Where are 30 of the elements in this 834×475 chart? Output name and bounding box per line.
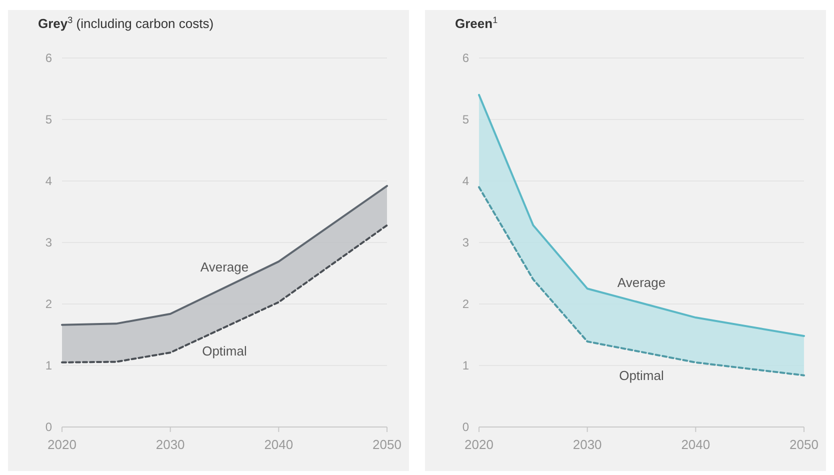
y-tick-label: 1 <box>462 358 470 373</box>
y-tick-label: 2 <box>462 297 470 312</box>
x-tick-label: 2030 <box>156 437 185 452</box>
x-tick-label: 2050 <box>790 437 818 452</box>
y-tick-label: 0 <box>45 420 52 434</box>
series-label: Average <box>200 260 249 275</box>
x-tick-label: 2020 <box>464 437 494 452</box>
x-tick-label: 2040 <box>681 437 710 452</box>
chart-title: Green$^{1}$ <box>455 15 498 31</box>
series-label: Average <box>617 275 666 290</box>
line-series <box>61 184 388 326</box>
x-tick-label: 2030 <box>572 437 602 452</box>
y-tick-label: 5 <box>462 112 470 127</box>
y-tick-label: 6 <box>45 51 52 66</box>
series-label: Optimal <box>619 368 664 383</box>
y-tick-label: 3 <box>45 236 52 250</box>
y-tick-label: 0 <box>462 420 470 434</box>
y-tick-label: 4 <box>462 174 470 188</box>
y-tick-label: 5 <box>45 112 52 127</box>
x-tick-label: 2050 <box>372 437 402 452</box>
y-tick-label: 3 <box>462 236 470 250</box>
chart-title: Grey$^{3}$ (including carbon costs) <box>38 15 214 31</box>
y-tick-label: 2 <box>45 297 52 312</box>
series-label: Optimal <box>202 343 247 358</box>
x-tick-label: 2040 <box>264 437 294 452</box>
y-tick-label: 4 <box>45 174 52 188</box>
x-tick-label: 2020 <box>48 437 76 452</box>
y-tick-label: 6 <box>462 51 470 66</box>
y-tick-label: 1 <box>45 358 52 373</box>
line-series <box>61 224 388 364</box>
